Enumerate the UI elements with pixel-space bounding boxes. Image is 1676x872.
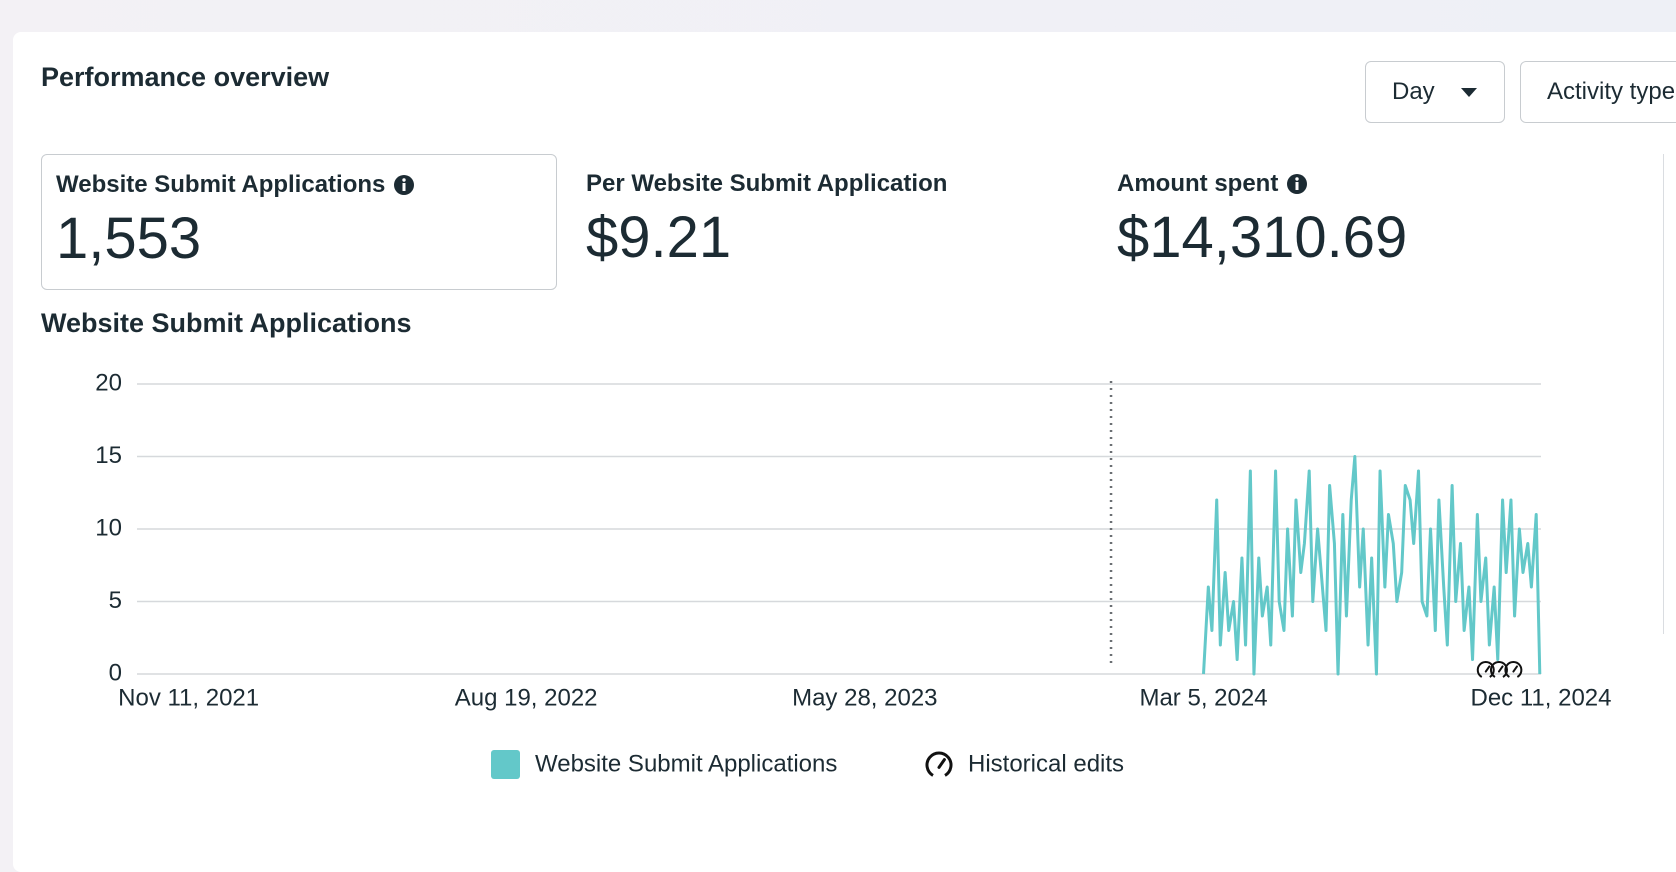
metric-value: $9.21 bbox=[586, 205, 732, 270]
info-icon[interactable] bbox=[1286, 173, 1308, 195]
y-tick-label: 20 bbox=[95, 369, 122, 396]
divider bbox=[1663, 154, 1664, 634]
edit-icon-arc bbox=[1504, 661, 1523, 678]
page: Performance overview Day Activity type W… bbox=[0, 0, 1676, 851]
historical-edit-marker bbox=[1504, 661, 1523, 678]
metric-label-row: Per Website Submit Application bbox=[586, 170, 1074, 198]
x-tick-label: Nov 11, 2021 bbox=[118, 684, 259, 711]
dropdown-label: Day bbox=[1392, 78, 1435, 105]
edit-icon-needle bbox=[1484, 665, 1491, 673]
chart-title: Website Submit Applications bbox=[41, 308, 412, 338]
y-tick-label: 15 bbox=[95, 442, 122, 469]
edit-icon-needle bbox=[1497, 665, 1504, 673]
historical-edit-marker bbox=[1476, 661, 1495, 678]
legend-edit-icon bbox=[925, 751, 953, 777]
metric-label-row: Amount spent bbox=[1117, 170, 1605, 198]
metric-card[interactable]: Per Website Submit Application $9.21 bbox=[572, 154, 1088, 290]
x-tick-label: Aug 19, 2022 bbox=[455, 684, 598, 711]
edit-icon-arc bbox=[925, 751, 953, 777]
panel: Performance overview Day Activity type W… bbox=[13, 32, 1676, 872]
x-tick-label: Mar 5, 2024 bbox=[1139, 684, 1267, 711]
x-tick-label: May 28, 2023 bbox=[792, 684, 937, 711]
y-tick-label: 10 bbox=[95, 514, 122, 541]
dropdown-label: Activity type bbox=[1547, 78, 1676, 105]
legend-swatch bbox=[491, 750, 520, 779]
day-dropdown[interactable]: Day bbox=[1365, 61, 1505, 123]
y-tick-label: 0 bbox=[109, 659, 122, 686]
x-tick-label: Dec 11, 2024 bbox=[1471, 684, 1612, 711]
y-tick-label: 5 bbox=[109, 587, 122, 614]
legend-label: Website Submit Applications bbox=[535, 750, 837, 777]
metric-label: Website Submit Applications bbox=[56, 171, 386, 198]
metric-card[interactable]: Amount spent $14,310.69 bbox=[1103, 154, 1619, 290]
panel-title: Performance overview bbox=[41, 62, 330, 92]
chart: 0 5 10 15 20 Nov 11, 2021 Aug 19, 2022 May 28, … bbox=[95, 369, 1612, 779]
metric-card[interactable]: Website Submit Applications 1,553 bbox=[41, 154, 557, 290]
legend-label: Historical edits bbox=[968, 750, 1124, 777]
metric-label: Amount spent bbox=[1117, 170, 1279, 197]
metric-label: Per Website Submit Application bbox=[586, 170, 948, 197]
caret bbox=[1461, 88, 1477, 97]
info-icon[interactable] bbox=[393, 174, 415, 196]
metric-value: $14,310.69 bbox=[1117, 205, 1408, 270]
metric-value: 1,553 bbox=[56, 206, 202, 271]
activity-dropdown[interactable]: Activity type bbox=[1520, 61, 1676, 123]
data-line bbox=[1202, 455, 1542, 676]
edit-icon-needle bbox=[937, 758, 946, 769]
edit-icon-needle bbox=[1512, 665, 1518, 673]
metric-label-row: Website Submit Applications bbox=[56, 171, 542, 199]
edit-icon-arc bbox=[1476, 661, 1495, 678]
